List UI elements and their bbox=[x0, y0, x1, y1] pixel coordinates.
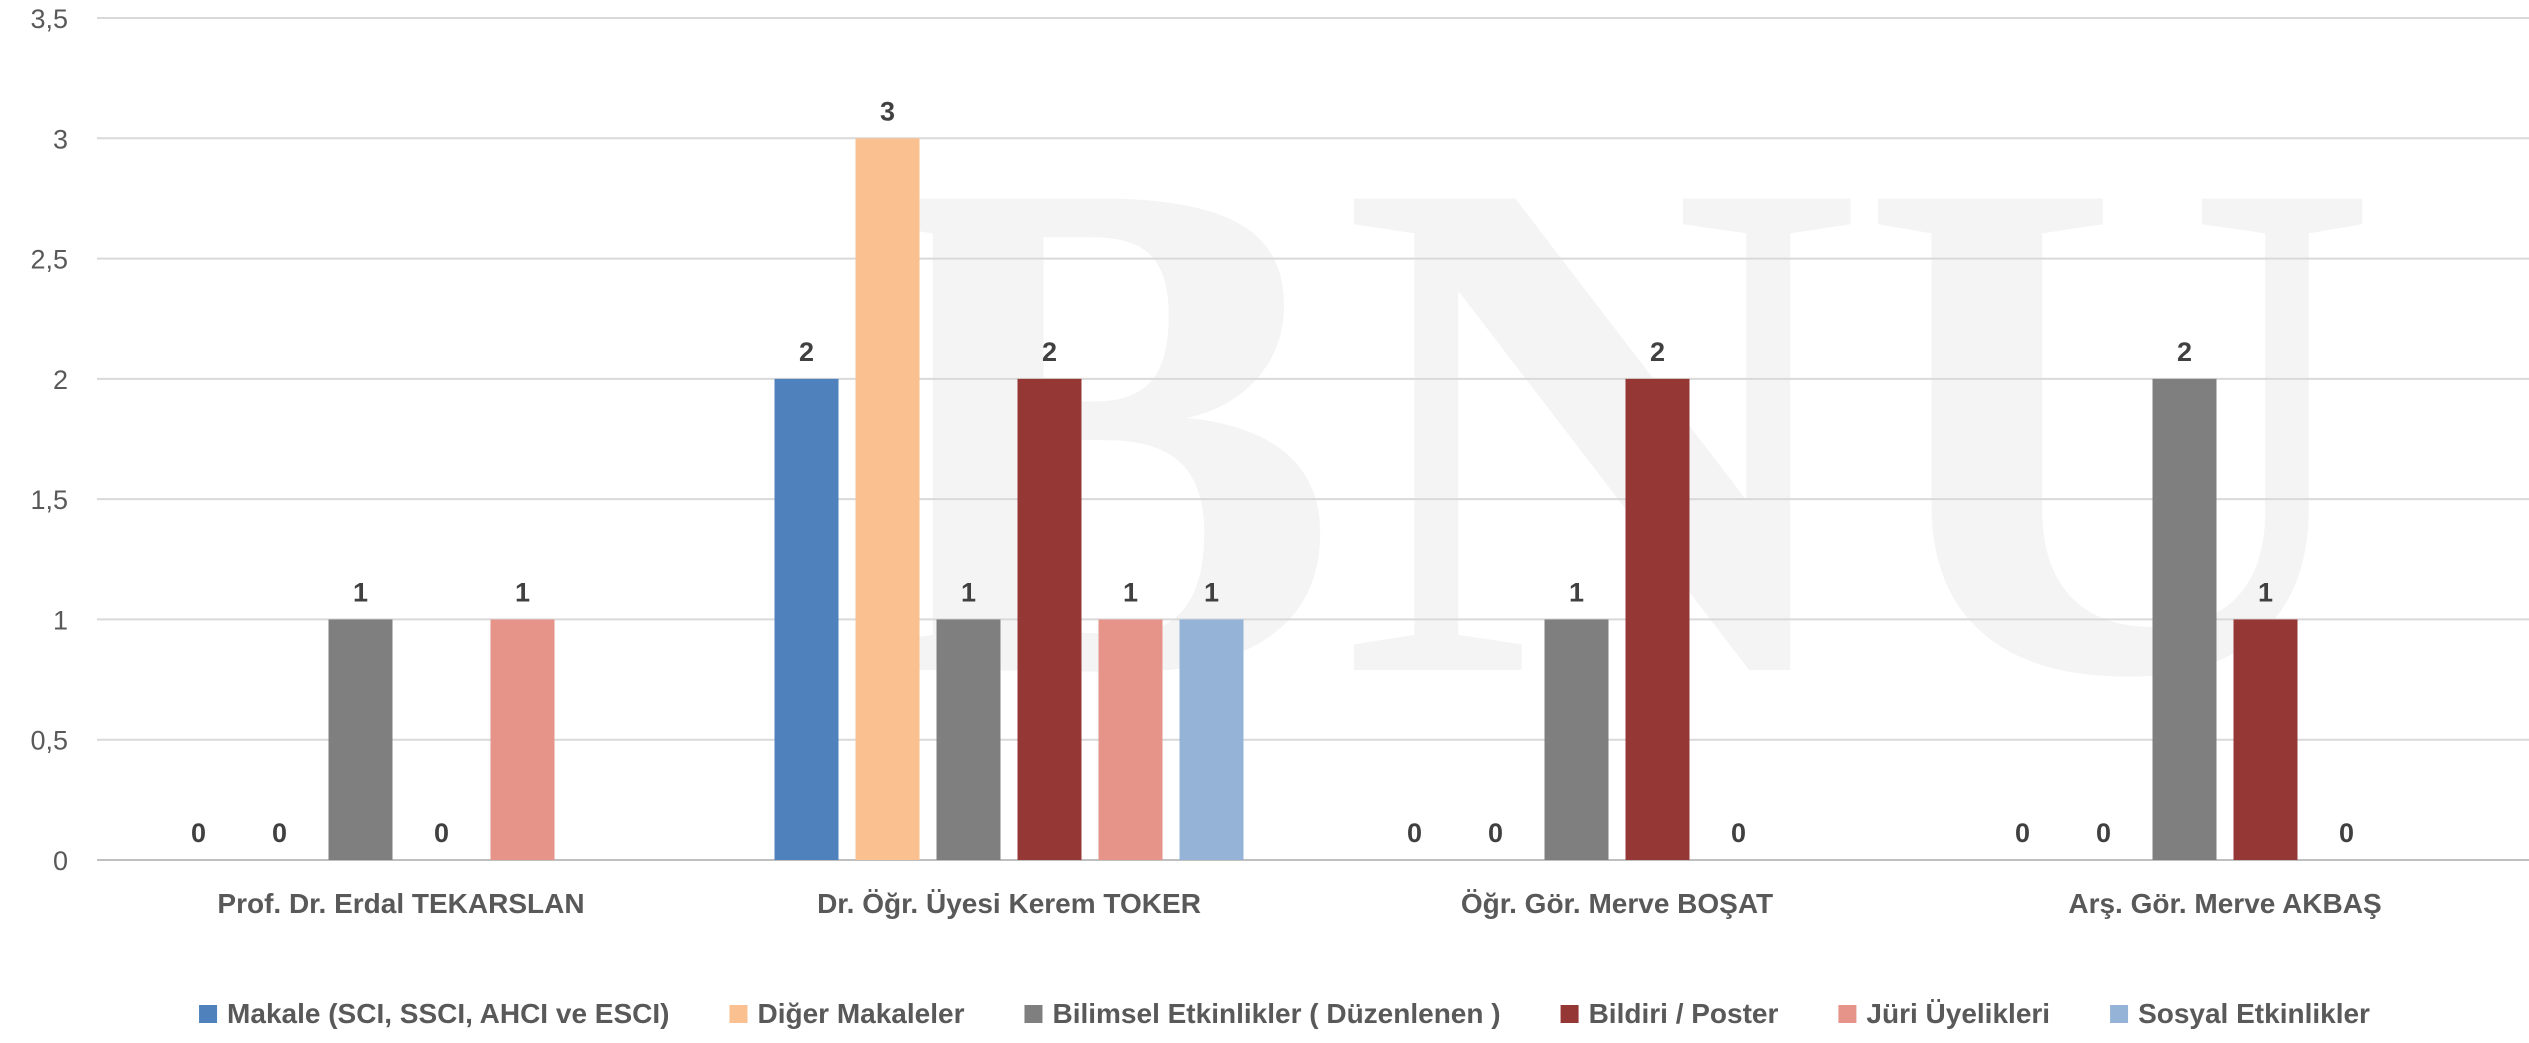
legend-swatch bbox=[1838, 1005, 1857, 1023]
data-label: 1 bbox=[515, 577, 530, 607]
bar bbox=[490, 619, 555, 860]
bar bbox=[1098, 619, 1163, 860]
x-category-label: Dr. Öğr. Üyesi Kerem TOKER bbox=[817, 888, 1201, 919]
legend-label: Jüri Üyelikleri bbox=[1866, 998, 2050, 1029]
data-label: 0 bbox=[1488, 818, 1503, 848]
bar bbox=[328, 619, 393, 860]
data-label: 0 bbox=[2096, 818, 2111, 848]
legend-swatch bbox=[1560, 1005, 1579, 1023]
legend-swatch bbox=[729, 1005, 748, 1023]
data-label: 2 bbox=[1042, 337, 1057, 367]
legend-label: Diğer Makaleler bbox=[757, 998, 964, 1029]
bars bbox=[328, 138, 2298, 861]
bar bbox=[1625, 378, 1690, 860]
data-label: 0 bbox=[272, 818, 287, 848]
y-tick-label: 3 bbox=[53, 124, 68, 154]
data-label: 0 bbox=[1731, 818, 1746, 848]
data-label: 0 bbox=[2015, 818, 2030, 848]
data-label: 1 bbox=[1123, 577, 1138, 607]
bar bbox=[2233, 619, 2298, 860]
data-label: 0 bbox=[434, 818, 449, 848]
y-tick-label: 2,5 bbox=[30, 245, 68, 275]
watermark-logo: BNU bbox=[860, 28, 2380, 826]
legend-label: Makale (SCI, SSCI, AHCI ve ESCI) bbox=[227, 998, 669, 1029]
data-label: 2 bbox=[799, 337, 814, 367]
bar bbox=[1179, 619, 1244, 860]
legend: Makale (SCI, SSCI, AHCI ve ESCI) Diğer Ma… bbox=[199, 998, 2370, 1029]
data-label: 2 bbox=[2177, 337, 2192, 367]
x-category-label: Arş. Gör. Merve AKBAŞ bbox=[2068, 888, 2381, 919]
y-tick-label: 2 bbox=[53, 365, 68, 395]
bar bbox=[2152, 378, 2217, 860]
data-label: 2 bbox=[1650, 337, 1665, 367]
data-label: 3 bbox=[880, 96, 895, 126]
data-label: 1 bbox=[1204, 577, 1219, 607]
data-label: 1 bbox=[353, 577, 368, 607]
y-tick-label: 0 bbox=[53, 846, 68, 876]
y-tick-label: 3,5 bbox=[30, 4, 68, 34]
data-label: 1 bbox=[961, 577, 976, 607]
y-tick-label: 1 bbox=[53, 605, 68, 635]
x-category-label: Prof. Dr. Erdal TEKARSLAN bbox=[217, 888, 584, 919]
legend-label: Bilimsel Etkinlikler ( Düzenlenen ) bbox=[1052, 998, 1500, 1029]
data-label: 0 bbox=[191, 818, 206, 848]
bar bbox=[855, 138, 920, 861]
legend-label: Sosyal Etkinlikler bbox=[2138, 998, 2370, 1029]
legend-label: Bildiri / Poster bbox=[1589, 998, 1779, 1029]
x-axis: Prof. Dr. Erdal TEKARSLAN Dr. Öğr. Üyesi … bbox=[217, 888, 2381, 919]
bar bbox=[1544, 619, 1609, 860]
legend-swatch bbox=[2110, 1005, 2129, 1023]
y-axis: 0 0,5 1 1,5 2 2,5 3 3,5 bbox=[30, 4, 68, 876]
y-tick-label: 1,5 bbox=[30, 485, 68, 515]
bar bbox=[936, 619, 1001, 860]
x-category-label: Öğr. Gör. Merve BOŞAT bbox=[1461, 888, 1773, 919]
data-label: 1 bbox=[1569, 577, 1584, 607]
data-label: 0 bbox=[1407, 818, 1422, 848]
bar bbox=[1017, 378, 1082, 860]
legend-swatch bbox=[199, 1005, 218, 1023]
bar bbox=[774, 378, 839, 860]
data-label: 1 bbox=[2258, 577, 2273, 607]
y-tick-label: 0,5 bbox=[30, 726, 68, 756]
data-labels: 0 0 1 0 1 2 3 1 2 1 1 0 0 1 2 0 0 0 2 1 0 bbox=[191, 96, 2354, 848]
legend-swatch bbox=[1024, 1005, 1043, 1023]
data-label: 0 bbox=[2339, 818, 2354, 848]
